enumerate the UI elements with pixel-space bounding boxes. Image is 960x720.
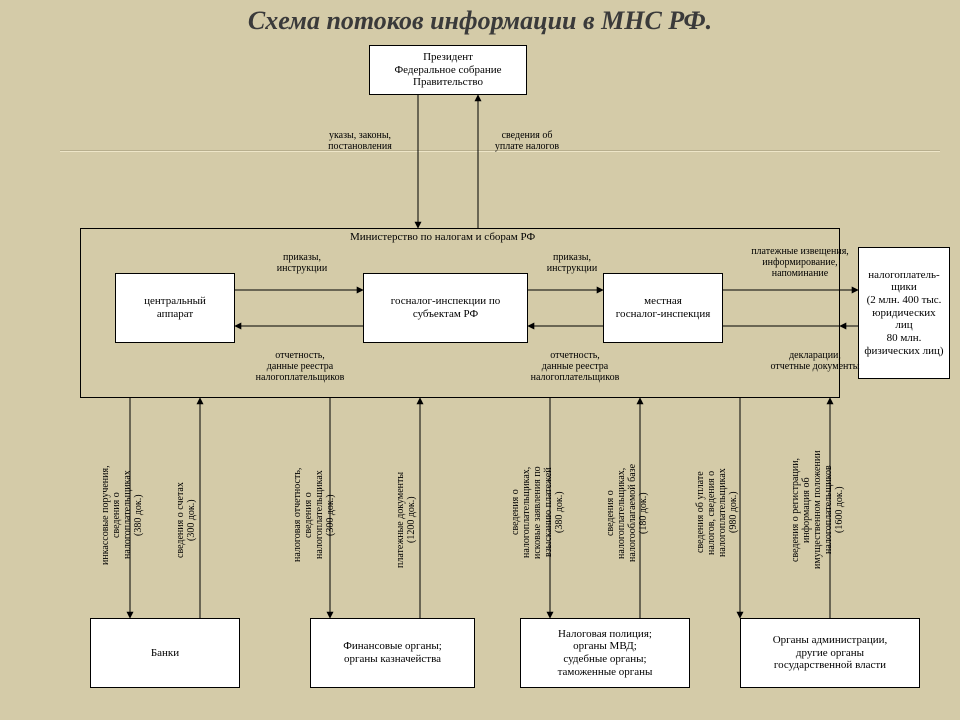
- edge-label-e5: приказы,инструкции: [527, 252, 617, 274]
- edge-label-e1: указы, законы,постановления: [300, 130, 420, 152]
- edge-label-v3: налоговая отчетность,сведения оналогопла…: [292, 420, 336, 610]
- edge-label-v8: сведения о регистрации,информация обимущ…: [790, 410, 845, 610]
- edge-label-v1: инкассовые поручения,сведения оналогопла…: [100, 420, 144, 610]
- edge-label-e2: сведения обуплате налогов: [472, 130, 582, 152]
- node-taxpayers: налогоплатель-щики(2 млн. 400 тыс.юридич…: [858, 247, 950, 379]
- edge-label-e8: декларации,отчетные документы: [760, 350, 870, 372]
- node-police: Налоговая полиция;органы МВД;судебные ор…: [520, 618, 690, 688]
- edge-label-v4: платежные документы(1200 док.): [395, 440, 417, 600]
- node-banks: Банки: [90, 618, 240, 688]
- edge-label-e3: приказы,инструкции: [252, 252, 352, 274]
- node-finance: Финансовые органы;органы казначейства: [310, 618, 475, 688]
- node-admin: Органы администрации,другие органыгосуда…: [740, 618, 920, 688]
- node-ministry-label: Министерство по налогам и сборам РФ: [350, 231, 535, 243]
- node-regional: госналог-инспекции посубъектам РФ: [363, 273, 528, 343]
- edge-label-e7: платежные извещения,информирование,напом…: [740, 246, 860, 279]
- edge-label-e6: отчетность,данные реестраналогоплательщи…: [505, 350, 645, 383]
- node-central: центральныйаппарат: [115, 273, 235, 343]
- node-president: ПрезидентФедеральное собраниеПравительст…: [369, 45, 527, 95]
- node-local: местнаягосналог-инспекция: [603, 273, 723, 343]
- edge-label-v7: сведения об уплатеналогов, сведения онал…: [695, 415, 739, 610]
- edge-label-v2: сведения о счетах(300 док.): [175, 440, 197, 600]
- edge-label-v5: сведения оналогоплательщиках,исковые зая…: [510, 415, 565, 610]
- edge-label-v6: сведения оналогоплательщиках,налогооблаг…: [605, 418, 649, 608]
- edge-label-e4: отчетность,данные реестраналогоплательщи…: [230, 350, 370, 383]
